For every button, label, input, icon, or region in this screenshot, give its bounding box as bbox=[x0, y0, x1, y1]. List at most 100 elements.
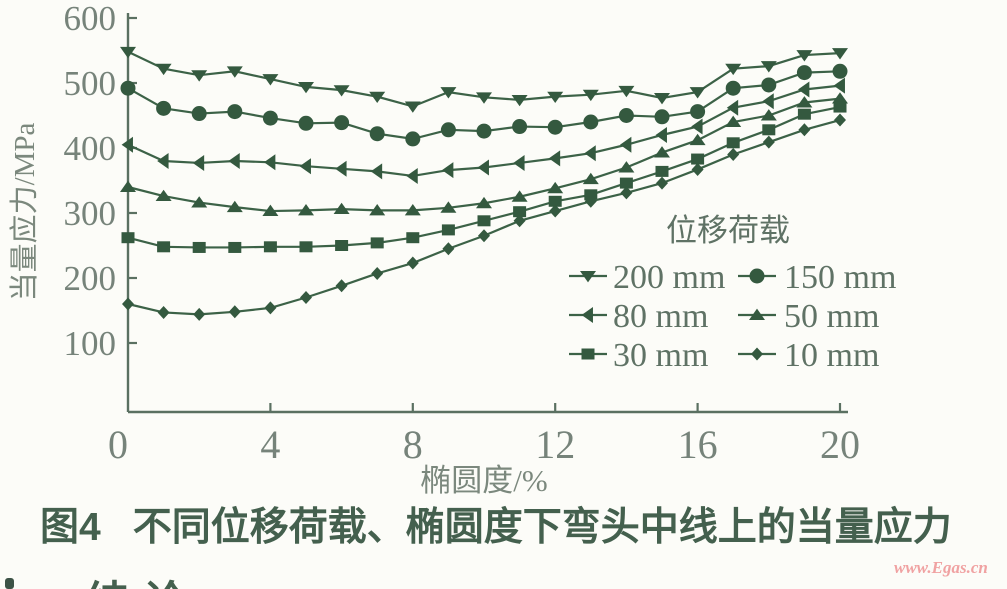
circle-marker bbox=[796, 65, 812, 81]
diamond-marker bbox=[727, 148, 740, 161]
triangle-down-marker bbox=[832, 48, 848, 60]
triangle-up-marker bbox=[120, 180, 136, 192]
triangle-up-marker bbox=[618, 161, 635, 173]
triangle-down-marker bbox=[618, 85, 635, 98]
triangle-down-marker bbox=[155, 63, 172, 76]
triangle-down-marker bbox=[262, 74, 279, 86]
square-marker bbox=[263, 241, 277, 253]
triangle-down-marker bbox=[725, 63, 742, 76]
legend-item-30-mm: 30 mm bbox=[569, 337, 708, 374]
triangle-down-marker bbox=[298, 81, 314, 94]
square-marker bbox=[762, 124, 776, 136]
triangle-left-marker bbox=[406, 167, 418, 184]
square-marker bbox=[619, 177, 633, 189]
triangle-down-marker bbox=[226, 66, 243, 78]
next-section-heading-partial: 结论 bbox=[86, 568, 202, 589]
triangle-left-marker bbox=[228, 153, 240, 169]
legend-item-label: 150 mm bbox=[784, 259, 896, 296]
square-marker bbox=[157, 241, 171, 253]
legend: 位移荷载 200 mm 150 mm 80 mm 50 mm 30 mm 10 mm bbox=[569, 213, 896, 374]
square-marker bbox=[335, 240, 349, 251]
triangle-down-marker bbox=[476, 92, 492, 104]
x-axis-title: 椭圆度/% bbox=[420, 463, 547, 498]
triangle-up-marker bbox=[582, 172, 599, 185]
y-tick-label: 600 bbox=[64, 0, 117, 38]
y-tick-label: 500 bbox=[64, 64, 117, 103]
diamond-marker bbox=[584, 194, 597, 208]
triangle-up-marker bbox=[191, 196, 208, 208]
square-marker bbox=[548, 195, 562, 207]
legend-item-150-mm: 150 mm bbox=[738, 259, 896, 296]
triangle-left-marker bbox=[798, 81, 810, 98]
circle-marker bbox=[262, 110, 278, 126]
square-marker bbox=[726, 137, 740, 149]
triangle-up-marker bbox=[476, 196, 492, 209]
x-tick-label: 12 bbox=[535, 422, 575, 467]
y-tick-label: 100 bbox=[64, 324, 117, 363]
diamond-marker bbox=[300, 291, 312, 304]
triangle-left-marker bbox=[655, 127, 667, 143]
circle-marker bbox=[476, 123, 492, 139]
square-marker bbox=[228, 241, 242, 253]
triangle-left-marker bbox=[299, 158, 311, 175]
figure-caption-text: 不同位移荷载、椭圆度下弯头中线上的当量应力 bbox=[132, 506, 952, 549]
triangle-left-marker bbox=[157, 153, 169, 169]
triangle-left-marker bbox=[477, 159, 489, 176]
triangle-left-marker bbox=[762, 93, 774, 110]
triangle-left-marker bbox=[584, 145, 596, 162]
diamond-marker bbox=[264, 301, 277, 315]
square-marker bbox=[833, 101, 847, 113]
square-marker bbox=[406, 232, 420, 244]
circle-marker bbox=[227, 104, 243, 120]
diamond-marker bbox=[228, 305, 241, 319]
circle-marker bbox=[547, 119, 563, 135]
diamond-marker bbox=[335, 279, 348, 293]
circle-marker bbox=[690, 104, 706, 120]
triangle-up-marker bbox=[404, 204, 421, 216]
triangle-up-marker bbox=[760, 109, 777, 121]
diamond-marker bbox=[762, 135, 775, 149]
series-50-mm bbox=[120, 92, 848, 217]
triangle-up-marker bbox=[689, 133, 706, 146]
triangle-up-marker bbox=[333, 202, 350, 215]
circle-marker bbox=[334, 115, 350, 131]
diamond-marker bbox=[513, 214, 526, 228]
circle-marker bbox=[832, 63, 848, 79]
circle-marker bbox=[583, 114, 599, 130]
x-tick-label: 20 bbox=[820, 422, 860, 467]
circle-marker bbox=[405, 131, 421, 147]
triangle-down-marker bbox=[760, 61, 777, 73]
diamond-marker bbox=[442, 242, 455, 256]
diamond-marker bbox=[691, 162, 704, 176]
triangle-left-marker bbox=[620, 136, 632, 153]
triangle-down-marker bbox=[796, 50, 813, 62]
x-tick-label: 4 bbox=[260, 422, 280, 467]
legend-title: 位移荷载 bbox=[666, 213, 790, 248]
triangle-left-marker bbox=[442, 162, 454, 179]
legend-item-label: 30 mm bbox=[613, 337, 708, 374]
stress-vs-ovality-line-chart: 600 500 400 300 200 100 0 4 8 12 16 20 当量应力/MPa 椭圆度/%… bbox=[8, 0, 896, 498]
legend-item-label: 10 mm bbox=[784, 337, 879, 374]
square-marker bbox=[477, 215, 491, 227]
triangle-down-marker bbox=[580, 271, 596, 283]
triangle-left-marker bbox=[548, 150, 561, 167]
series-10-mm bbox=[122, 113, 846, 321]
triangle-down-marker bbox=[582, 89, 599, 102]
diamond-marker bbox=[406, 256, 419, 270]
series-150-mm bbox=[120, 63, 848, 147]
triangle-left-marker bbox=[335, 160, 347, 177]
circle-marker bbox=[156, 100, 172, 116]
figure-caption: 图4 不同位移荷载、椭圆度下弯头中线上的当量应力 bbox=[40, 506, 952, 550]
triangle-left-marker bbox=[264, 154, 276, 171]
square-marker bbox=[299, 241, 313, 253]
diamond-marker bbox=[798, 123, 811, 137]
circle-marker bbox=[298, 115, 314, 131]
square-marker bbox=[513, 206, 527, 218]
scan-artifact-dot bbox=[5, 578, 14, 589]
square-marker bbox=[797, 108, 811, 120]
legend-item-label: 50 mm bbox=[784, 298, 879, 335]
triangle-down-marker bbox=[404, 101, 421, 113]
circle-marker bbox=[725, 80, 741, 96]
diamond-marker bbox=[122, 297, 134, 311]
